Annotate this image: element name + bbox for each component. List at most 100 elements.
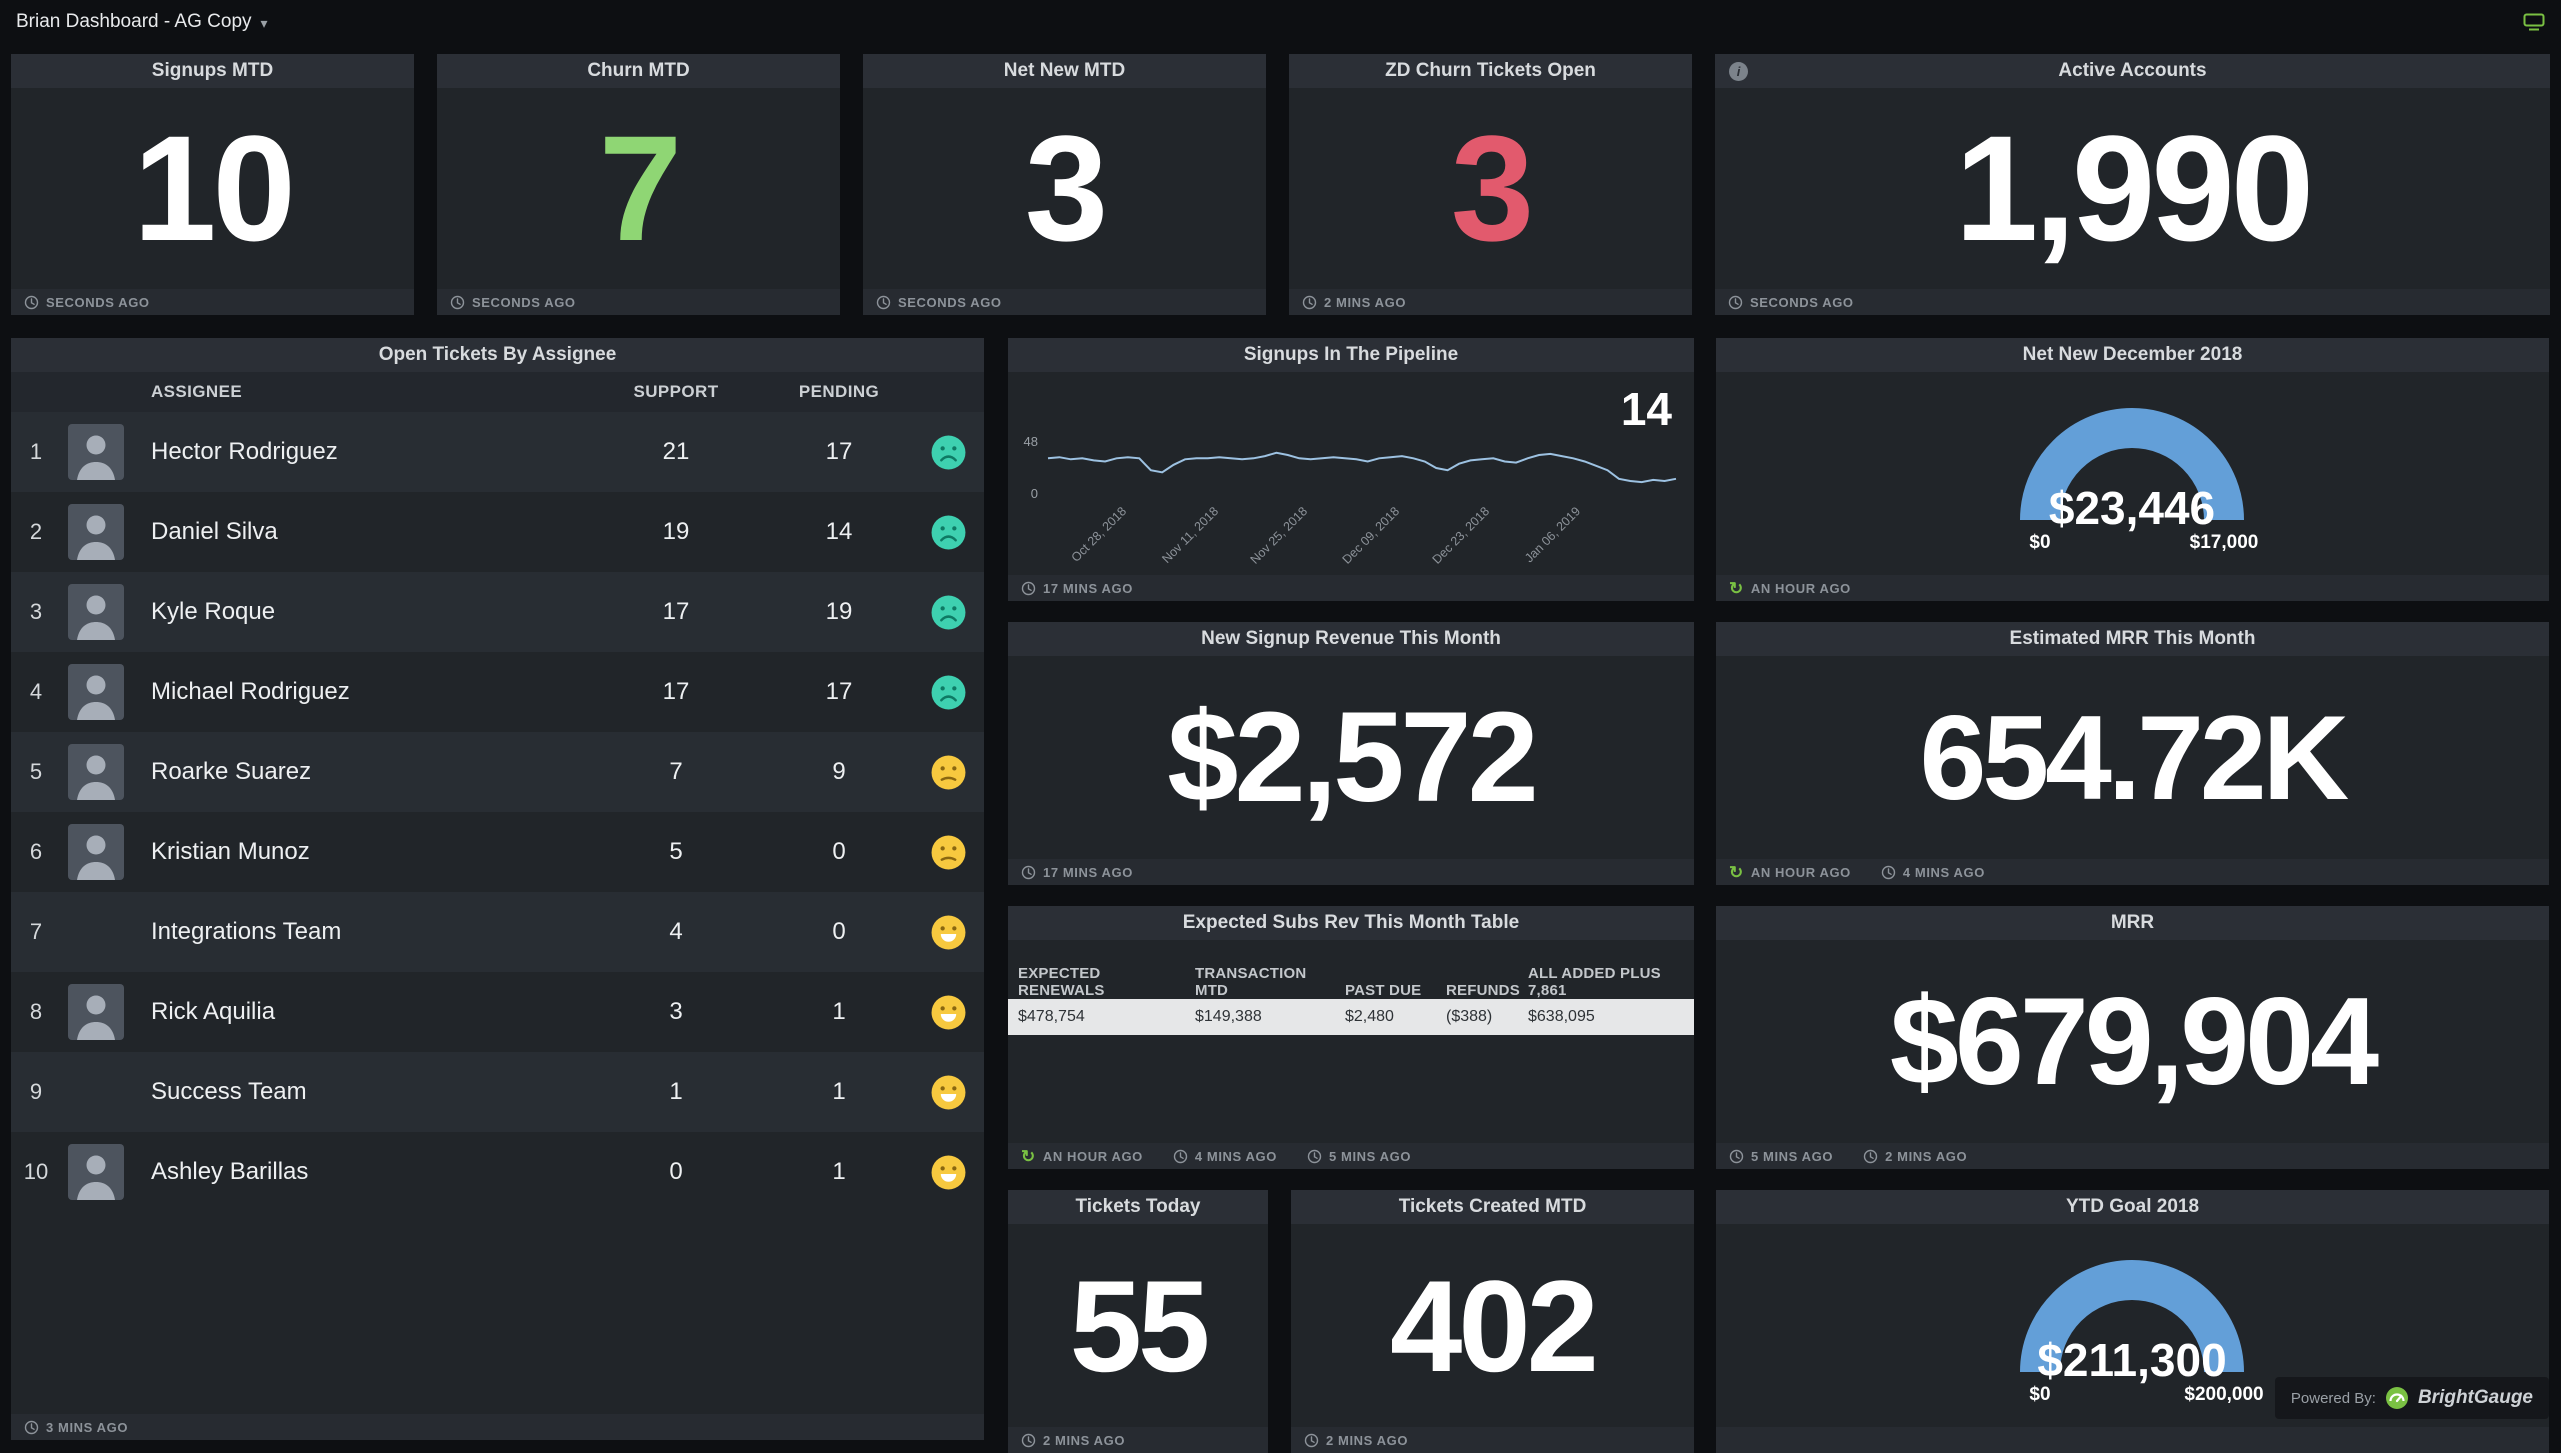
- tile-footer: 2 MINS AGO: [1289, 289, 1692, 315]
- avatar: [68, 664, 124, 720]
- row-rank: 3: [29, 599, 43, 624]
- kpi-tile-net-new-mtd[interactable]: Net New MTD 3 SECONDS AGO: [863, 54, 1266, 315]
- pipeline-line-chart: 48 0 Oct 28, 2018 Nov 11, 2018 Nov 25, 2018 D…: [1024, 434, 1677, 567]
- refresh-icon: ↻: [1729, 578, 1744, 598]
- clock-icon: [1881, 865, 1896, 880]
- timestamp: ↻ AN HOUR AGO: [1729, 864, 1851, 881]
- svg-text:$0: $0: [2029, 1384, 2050, 1405]
- tile-title: Open Tickets By Assignee: [378, 344, 617, 365]
- tile-header: Signups MTD: [11, 54, 414, 88]
- mood-cell: [912, 834, 984, 871]
- tile-footer: ↻ AN HOUR AGO 4 MINS AGO 5 MINS AGO: [1008, 1143, 1694, 1169]
- table-row: 3 Kyle Roque 17 19: [11, 572, 984, 652]
- clock-icon: [1173, 1149, 1188, 1164]
- powered-by-badge[interactable]: Powered By: BrightGauge: [2274, 1377, 2549, 1419]
- tile-header: YTD Goal 2018: [1716, 1190, 2549, 1224]
- estimated-mrr-value: 654.72K: [1919, 690, 2350, 825]
- assignee-name: Michael Rodriguez: [151, 678, 350, 705]
- kpi-tile-signups-mtd[interactable]: Signups MTD 10 SECONDS AGO: [11, 54, 414, 315]
- timestamp: 2 MINS AGO: [1302, 295, 1406, 310]
- pending-count: 1: [832, 998, 846, 1025]
- assignee-name: Integrations Team: [151, 918, 342, 945]
- kpi-tile-churn-mtd[interactable]: Churn MTD 7 SECONDS AGO: [437, 54, 840, 315]
- tile-title: Tickets Today: [1075, 1196, 1201, 1217]
- net-new-december-gauge-tile[interactable]: Net New December 2018 $23,446 $0 $17,000 ↻…: [1716, 338, 2549, 601]
- mood-cell: [912, 434, 984, 471]
- avatar: [68, 824, 124, 880]
- mood-cell: [912, 1074, 984, 1111]
- pending-count: 17: [825, 438, 853, 465]
- timestamp: 5 MINS AGO: [1307, 1149, 1411, 1164]
- assignee-name: Success Team: [151, 1078, 307, 1105]
- tickets-created-mtd-tile[interactable]: Tickets Created MTD 402 2 MINS AGO: [1291, 1190, 1694, 1453]
- dashboard-title-menu[interactable]: Brian Dashboard - AG Copy ▾: [16, 11, 268, 33]
- tv-mode-icon[interactable]: [2523, 13, 2545, 31]
- kpi-value: 7: [598, 104, 682, 272]
- timestamp-text: 5 MINS AGO: [1751, 1148, 1834, 1164]
- tile-title: ZD Churn Tickets Open: [1385, 60, 1596, 81]
- tile-title: Expected Subs Rev This Month Table: [1182, 912, 1520, 933]
- assignee-name: Ashley Barillas: [151, 1158, 309, 1185]
- timestamp: 3 MINS AGO: [24, 1420, 128, 1435]
- tile-footer: 2 MINS AGO: [1008, 1427, 1268, 1453]
- column-header-support: SUPPORT: [633, 382, 719, 401]
- tile-title: Signups MTD: [151, 60, 274, 81]
- column-header-pending: PENDING: [798, 382, 880, 401]
- row-rank: 2: [29, 519, 43, 544]
- mood-sad-icon: [931, 675, 965, 709]
- avatar-cell: [61, 424, 151, 480]
- timestamp: 17 MINS AGO: [1021, 865, 1133, 880]
- new-signup-revenue-tile[interactable]: New Signup Revenue This Month $2,572 17 …: [1008, 622, 1694, 885]
- tile-title: Tickets Created MTD: [1398, 1196, 1587, 1217]
- support-count: 0: [669, 1158, 683, 1185]
- tile-header: i Active Accounts: [1715, 54, 2550, 88]
- subs-col-all-added: ALL ADDED PLUS 7,861: [1528, 964, 1661, 999]
- assignee-name: Roarke Suarez: [151, 758, 312, 785]
- subs-table-row: $478,754 $149,388 $2,480 ($388) $638,095: [1008, 999, 1694, 1035]
- tile-footer: 3 MINS AGO: [11, 1414, 984, 1440]
- open-tickets-by-assignee-tile[interactable]: Open Tickets By Assignee ASSIGNEE SUPPOR…: [11, 338, 984, 1440]
- mood-cell: [912, 914, 984, 951]
- tile-title: Signups In The Pipeline: [1243, 344, 1459, 365]
- avatar: [68, 1144, 124, 1200]
- mood-cell: [912, 514, 984, 551]
- kpi-tile-zd-churn-tickets-open[interactable]: ZD Churn Tickets Open 3 2 MINS AGO: [1289, 54, 1692, 315]
- mood-cell: [912, 674, 984, 711]
- avatar-cell: [61, 504, 151, 560]
- tile-title: Active Accounts: [2058, 60, 2207, 81]
- mood-happy-icon: [931, 995, 965, 1029]
- table-header-row: ASSIGNEE SUPPORT PENDING: [11, 372, 984, 412]
- timestamp: 4 MINS AGO: [1881, 865, 1985, 880]
- tile-header: New Signup Revenue This Month: [1008, 622, 1694, 656]
- svg-text:$211,300: $211,300: [2037, 1334, 2226, 1386]
- timestamp: SECONDS AGO: [24, 295, 150, 310]
- mrr-tile[interactable]: MRR $679,904 5 MINS AGO 2 MINS AGO: [1716, 906, 2549, 1169]
- signups-pipeline-tile[interactable]: Signups In The Pipeline 14 48 0 Oct 28, 20…: [1008, 338, 1694, 601]
- estimated-mrr-tile[interactable]: Estimated MRR This Month 654.72K ↻ AN HOU…: [1716, 622, 2549, 885]
- expected-subs-rev-tile[interactable]: Expected Subs Rev This Month Table EXPEC…: [1008, 906, 1694, 1169]
- support-count: 4: [669, 918, 683, 945]
- clock-icon: [1021, 865, 1036, 880]
- kpi-tile-active-accounts[interactable]: i Active Accounts 1,990 SECONDS AGO: [1715, 54, 2550, 315]
- timestamp-text: SECONDS AGO: [46, 294, 150, 310]
- timestamp-text: SECONDS AGO: [1750, 294, 1854, 310]
- avatar-cell: [61, 824, 151, 880]
- row-rank: 6: [29, 839, 43, 864]
- avatar-cell: [61, 664, 151, 720]
- top-bar: Brian Dashboard - AG Copy ▾: [0, 0, 2561, 44]
- mood-happy-icon: [931, 915, 965, 949]
- subs-value-all-added: $638,095: [1528, 1008, 1595, 1025]
- tickets-today-tile[interactable]: Tickets Today 55 2 MINS AGO: [1008, 1190, 1268, 1453]
- clock-icon: [1728, 295, 1743, 310]
- info-icon[interactable]: i: [1729, 62, 1748, 81]
- timestamp-text: 2 MINS AGO: [1324, 294, 1407, 310]
- timestamp-text: SECONDS AGO: [898, 294, 1002, 310]
- clock-icon: [876, 295, 891, 310]
- pending-count: 19: [825, 598, 853, 625]
- timestamp: 4 MINS AGO: [1173, 1149, 1277, 1164]
- tile-footer: 2 MINS AGO: [1291, 1427, 1694, 1453]
- support-count: 19: [662, 518, 690, 545]
- row-rank: 1: [29, 439, 43, 464]
- timestamp-text: 2 MINS AGO: [1885, 1148, 1968, 1164]
- clock-icon: [1304, 1433, 1319, 1448]
